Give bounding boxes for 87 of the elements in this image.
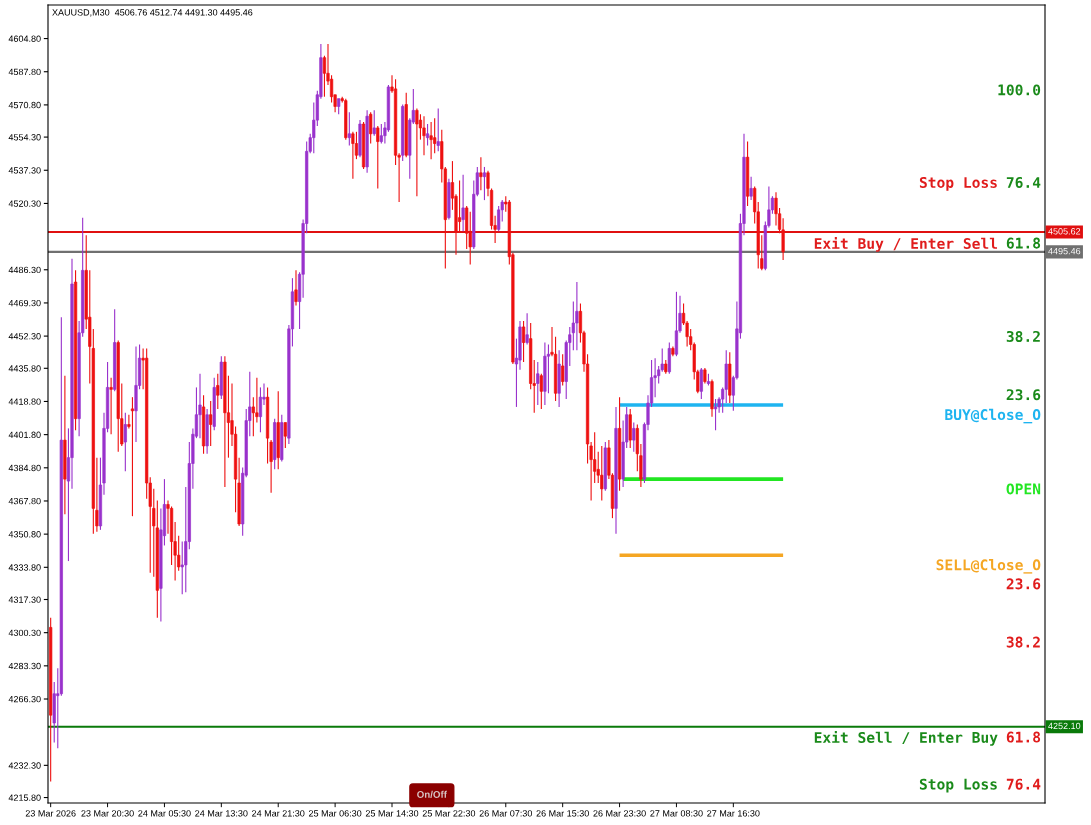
x-tick-label: 26 Mar 15:30	[536, 810, 589, 817]
candlestick	[525, 312, 529, 346]
candlestick	[422, 115, 426, 156]
text: 76.4	[1006, 778, 1041, 790]
x-tick-label: 27 Mar 16:30	[707, 810, 760, 817]
text: Stop Loss	[919, 778, 997, 793]
y-tick-label: 4435.80	[8, 365, 41, 372]
text: BUY@Close_O	[945, 408, 1041, 424]
text: Exit Buy / Enter Sell	[814, 236, 998, 252]
ref-line-label: 4252.10	[1048, 722, 1081, 730]
y-tick-label: 4604.80	[8, 35, 41, 42]
candlestick	[372, 109, 376, 137]
candlestick	[198, 373, 202, 439]
candlestick	[379, 123, 383, 145]
text: Exit Sell / Enter Buy	[814, 730, 998, 746]
text: SELL@Close_O	[936, 559, 1041, 574]
candlestick	[749, 176, 753, 201]
y-tick-label: 4215.80	[8, 794, 41, 801]
candlestick	[539, 373, 543, 410]
text: 23.6	[1006, 389, 1041, 401]
candlestick	[482, 166, 487, 201]
annotation: On/Off	[417, 790, 447, 798]
candlestick	[258, 386, 263, 433]
x-tick-label: 24 Mar 05:30	[138, 810, 191, 817]
candlestick	[415, 107, 419, 197]
candlestick	[216, 373, 220, 410]
candlestick	[283, 421, 287, 449]
y-tick-label: 4401.80	[8, 431, 41, 438]
candlestick	[429, 121, 433, 160]
text: 23.6	[1006, 578, 1041, 590]
candlestick	[123, 412, 127, 472]
candlestick	[632, 421, 636, 453]
y-tick-label: 4266.30	[8, 695, 41, 703]
ref-line-label: 4505.62	[1048, 228, 1081, 235]
x-tick-label: 24 Mar 13:30	[195, 810, 248, 817]
x-tick-label: 26 Mar 07:30	[479, 810, 533, 817]
text: 100.0	[998, 84, 1041, 96]
y-tick-label: 4587.80	[8, 68, 41, 76]
x-tick-label: 25 Mar 06:30	[308, 810, 362, 817]
candlestick	[130, 396, 135, 517]
candlestick	[351, 131, 355, 180]
candlestick	[561, 353, 565, 387]
x-tick-label: 25 Mar 22:30	[422, 810, 476, 817]
x-tick-label: 24 Mar 21:30	[252, 810, 305, 817]
y-tick-label: 4452.30	[8, 333, 41, 340]
text: 61.8	[1006, 237, 1041, 249]
candlestick	[294, 269, 298, 307]
text: 38.2	[1006, 330, 1040, 342]
text: Stop Loss	[919, 176, 997, 191]
y-tick-label: 4333.80	[8, 564, 41, 571]
y-tick-label: 4418.80	[8, 398, 41, 405]
text: OPEN	[1006, 483, 1041, 495]
candlestick	[457, 180, 462, 232]
candlestick	[479, 156, 483, 191]
text: 38.2	[1006, 636, 1040, 648]
candlestick	[109, 377, 113, 435]
y-tick-label: 4486.30	[8, 266, 41, 274]
candlestick	[347, 111, 351, 147]
candlestick	[699, 367, 703, 400]
candlestick	[425, 123, 430, 147]
text: 76.4	[1006, 176, 1041, 188]
y-tick-label: 4384.80	[8, 464, 41, 472]
x-tick-label: 23 Mar 2026	[25, 810, 76, 817]
y-tick-label: 4350.80	[8, 531, 41, 538]
candlestick	[575, 281, 579, 351]
y-tick-label: 4367.80	[8, 497, 41, 505]
y-tick-label: 4300.30	[8, 629, 41, 637]
y-tick-label: 4469.30	[8, 299, 41, 307]
y-tick-label: 4232.30	[8, 762, 41, 769]
x-tick-label: 25 Mar 14:30	[365, 810, 419, 817]
y-tick-label: 4283.30	[8, 662, 41, 670]
candlestick	[209, 400, 213, 447]
chart-title: XAUUSD,M30 4506.76 4512.74 4491.30 4495.46	[52, 9, 253, 17]
x-tick-label: 23 Mar 20:30	[81, 810, 134, 817]
candlestick	[461, 174, 465, 232]
y-tick-label: 4554.30	[8, 134, 41, 141]
ref-line-label: 4495.46	[1048, 247, 1081, 255]
y-tick-label: 4317.30	[8, 596, 41, 603]
x-tick-label: 27 Mar 08:30	[650, 810, 703, 817]
candlestick	[600, 445, 604, 502]
y-tick-label: 4570.80	[8, 101, 41, 109]
x-tick-label: 26 Mar 23:30	[593, 810, 646, 817]
candlestick	[521, 320, 526, 363]
y-tick-label: 4537.30	[8, 167, 41, 174]
candlestick	[536, 361, 540, 406]
text: 61.8	[1006, 731, 1041, 743]
y-tick-label: 4520.30	[8, 200, 41, 207]
